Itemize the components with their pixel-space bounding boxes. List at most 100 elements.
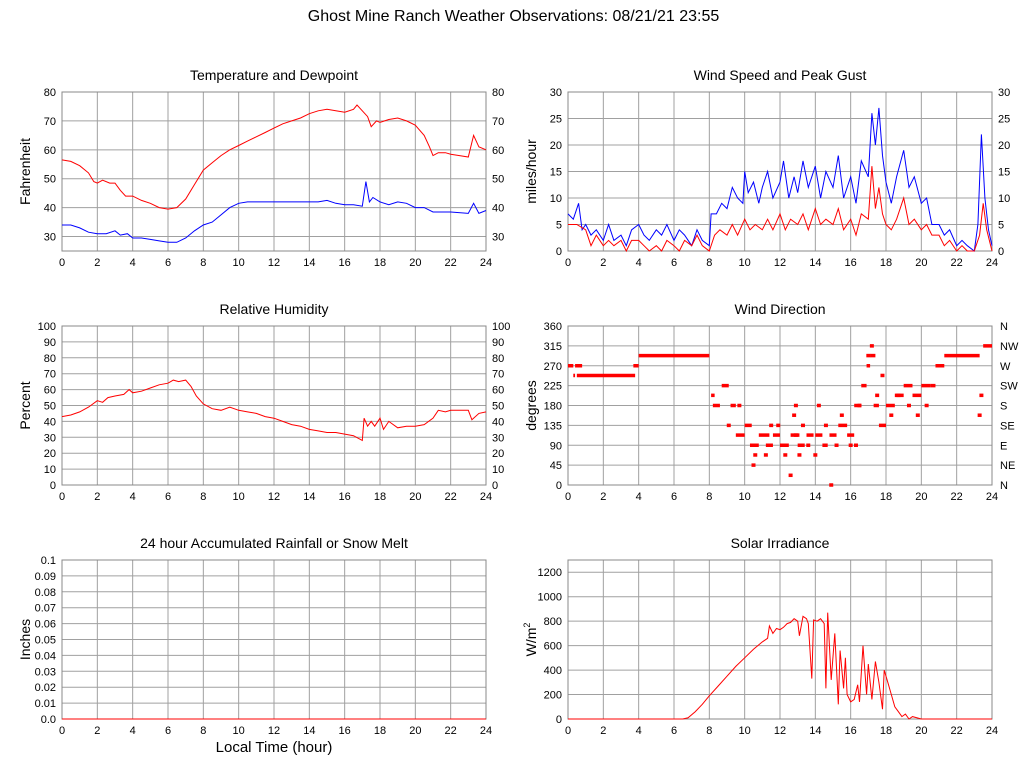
x-tick-label: 0 bbox=[565, 491, 571, 503]
x-tick-label: 4 bbox=[130, 257, 136, 269]
x-tick-label: 14 bbox=[809, 257, 821, 269]
x-tick-label: 12 bbox=[268, 725, 280, 737]
y-tick-label-right: 0 bbox=[998, 246, 1004, 258]
y-tick-label-right: 30 bbox=[492, 432, 504, 444]
y-tick-label-right: 20 bbox=[492, 448, 504, 460]
x-tick-label: 10 bbox=[739, 491, 751, 503]
y-tick-label: 10 bbox=[44, 464, 56, 476]
y-tick-label: 800 bbox=[544, 616, 562, 628]
x-tick-label: 10 bbox=[739, 257, 751, 269]
y-tick-label: 360 bbox=[544, 321, 562, 333]
y-tick-label: 1000 bbox=[538, 592, 562, 604]
y-tick-label: 0.02 bbox=[35, 682, 56, 694]
compass-label: NW bbox=[1000, 341, 1019, 353]
x-tick-label: 18 bbox=[880, 491, 892, 503]
x-tick-label: 22 bbox=[445, 491, 457, 503]
x-tick-label: 16 bbox=[845, 491, 857, 503]
x-tick-label: 4 bbox=[636, 257, 642, 269]
direction-point bbox=[823, 423, 828, 428]
x-tick-label: 4 bbox=[636, 491, 642, 503]
compass-label: NE bbox=[1000, 460, 1015, 472]
y-tick-label: 40 bbox=[44, 203, 56, 215]
chart-rain: 24 hour Accumulated Rainfall or Snow Mel… bbox=[17, 535, 492, 756]
chart-title: Temperature and Dewpoint bbox=[190, 67, 358, 83]
y-tick-label: 270 bbox=[544, 361, 562, 373]
x-tick-label: 2 bbox=[600, 725, 606, 737]
direction-point bbox=[753, 453, 758, 457]
x-tick-label: 10 bbox=[739, 725, 751, 737]
compass-label: SW bbox=[1000, 381, 1018, 393]
x-tick-label: 6 bbox=[671, 257, 677, 269]
y-tick-label-right: 10 bbox=[998, 193, 1010, 205]
y-tick-label-right: 100 bbox=[492, 321, 510, 333]
plot-frame bbox=[567, 325, 993, 486]
x-axis-label: Local Time (hour) bbox=[216, 739, 333, 756]
y-tick-label-right: 50 bbox=[492, 174, 504, 186]
x-tick-label: 20 bbox=[409, 725, 421, 737]
direction-point bbox=[866, 353, 871, 358]
y-tick-label: 30 bbox=[44, 432, 56, 444]
x-tick-label: 24 bbox=[480, 257, 492, 269]
x-tick-label: 8 bbox=[200, 257, 206, 269]
x-tick-label: 18 bbox=[880, 257, 892, 269]
direction-point bbox=[853, 443, 858, 447]
x-tick-label: 18 bbox=[374, 725, 386, 737]
x-tick-label: 8 bbox=[706, 257, 712, 269]
compass-label: W bbox=[1000, 361, 1011, 373]
x-tick-label: 0 bbox=[59, 491, 65, 503]
x-tick-label: 4 bbox=[130, 491, 136, 503]
y-tick-label-right: 10 bbox=[492, 464, 504, 476]
x-tick-label: 8 bbox=[200, 725, 206, 737]
compass-label: N bbox=[1000, 480, 1008, 492]
x-tick-label: 6 bbox=[165, 725, 171, 737]
direction-point bbox=[797, 453, 802, 457]
y-tick-label-right: 50 bbox=[492, 401, 504, 413]
direction-point bbox=[751, 463, 756, 467]
x-tick-label: 14 bbox=[303, 725, 315, 737]
y-axis-label: miles/hour bbox=[523, 139, 539, 204]
x-tick-label: 18 bbox=[880, 725, 892, 737]
y-tick-label: 20 bbox=[44, 448, 56, 460]
x-tick-label: 6 bbox=[165, 257, 171, 269]
x-tick-label: 0 bbox=[59, 725, 65, 737]
direction-point bbox=[889, 413, 894, 417]
y-tick-label-right: 80 bbox=[492, 87, 504, 99]
x-tick-label: 12 bbox=[774, 725, 786, 737]
y-tick-label: 80 bbox=[44, 353, 56, 365]
y-tick-label: 0 bbox=[556, 714, 562, 726]
x-tick-label: 6 bbox=[165, 491, 171, 503]
direction-point bbox=[848, 443, 853, 447]
y-tick-label: 0 bbox=[556, 246, 562, 258]
y-tick-label: 60 bbox=[44, 145, 56, 157]
y-axis-label: Inches bbox=[17, 619, 33, 660]
y-tick-label: 45 bbox=[550, 460, 562, 472]
x-tick-label: 16 bbox=[339, 491, 351, 503]
direction-point bbox=[915, 413, 920, 417]
x-tick-label: 2 bbox=[94, 725, 100, 737]
y-tick-label: 15 bbox=[550, 167, 562, 179]
y-tick-label: 70 bbox=[44, 116, 56, 128]
x-tick-label: 6 bbox=[671, 491, 677, 503]
direction-point bbox=[834, 443, 839, 447]
y-axis-label: Percent bbox=[17, 381, 33, 429]
chart-title: 24 hour Accumulated Rainfall or Snow Mel… bbox=[140, 535, 408, 551]
direction-point bbox=[979, 393, 984, 398]
y-tick-label: 180 bbox=[544, 401, 562, 413]
direction-point bbox=[869, 344, 874, 348]
x-tick-label: 8 bbox=[200, 491, 206, 503]
plot-frame bbox=[567, 91, 993, 252]
x-tick-label: 20 bbox=[915, 491, 927, 503]
y-tick-label: 0.05 bbox=[35, 635, 56, 647]
x-tick-label: 0 bbox=[565, 725, 571, 737]
x-tick-label: 24 bbox=[480, 725, 492, 737]
plot-frame bbox=[61, 91, 487, 252]
x-tick-label: 0 bbox=[565, 257, 571, 269]
direction-point bbox=[857, 403, 862, 408]
x-tick-label: 10 bbox=[233, 257, 245, 269]
direction-point bbox=[726, 423, 731, 428]
y-tick-label-right: 40 bbox=[492, 416, 504, 428]
compass-label: N bbox=[1000, 321, 1008, 333]
